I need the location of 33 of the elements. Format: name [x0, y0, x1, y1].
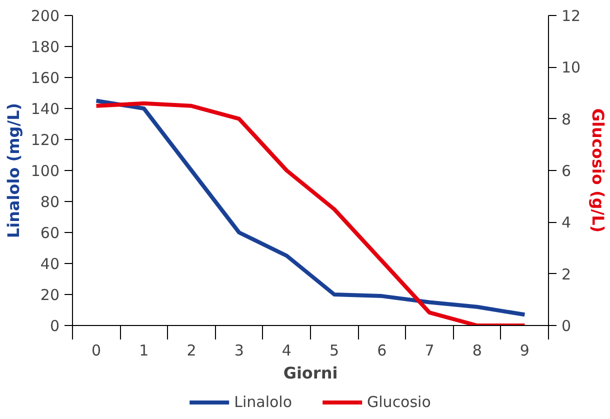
y2-tick-label: 4	[562, 214, 572, 232]
x-tick-label: 4	[282, 342, 292, 360]
y2-tick-label: 2	[562, 265, 572, 284]
y2-tick-label: 6	[562, 162, 572, 180]
y-axis-title: Linalolo (mg/L)	[4, 102, 23, 238]
x-tick-label: 5	[330, 342, 340, 360]
x-tick-label: 3	[234, 342, 244, 360]
y-tick-label: 200	[30, 7, 60, 25]
y-tick-label: 40	[40, 255, 60, 273]
y-tick-label: 160	[30, 69, 60, 87]
y2-axis-title: Glucosio (g/L)	[588, 108, 608, 233]
y2-tick-label: 12	[562, 7, 581, 25]
y-tick-label: 0	[50, 317, 60, 335]
x-tick-label: 6	[377, 342, 387, 360]
y-tick-label: 60	[40, 224, 60, 242]
x-tick-label: 2	[186, 342, 196, 360]
legend-label: Glucosio	[367, 393, 431, 411]
y-tick-label: 80	[40, 193, 60, 211]
x-tick-label: 9	[520, 342, 530, 360]
y-tick-label: 140	[30, 100, 60, 118]
x-tick-label: 7	[424, 342, 434, 360]
y-tick-label: 180	[30, 38, 60, 56]
y2-tick-label: 8	[562, 110, 572, 128]
x-tick-label: 1	[139, 342, 149, 360]
x-tick-label: 0	[92, 342, 102, 360]
y-tick-label: 20	[40, 286, 60, 304]
legend-label: Linalolo	[234, 393, 292, 411]
y2-tick-label: 0	[562, 317, 572, 335]
y-tick-label: 120	[30, 131, 60, 149]
y2-tick-label: 10	[562, 58, 581, 77]
x-tick-label: 8	[472, 342, 482, 360]
y-tick-label: 100	[30, 162, 60, 180]
x-axis-title: Giorni	[283, 364, 338, 382]
